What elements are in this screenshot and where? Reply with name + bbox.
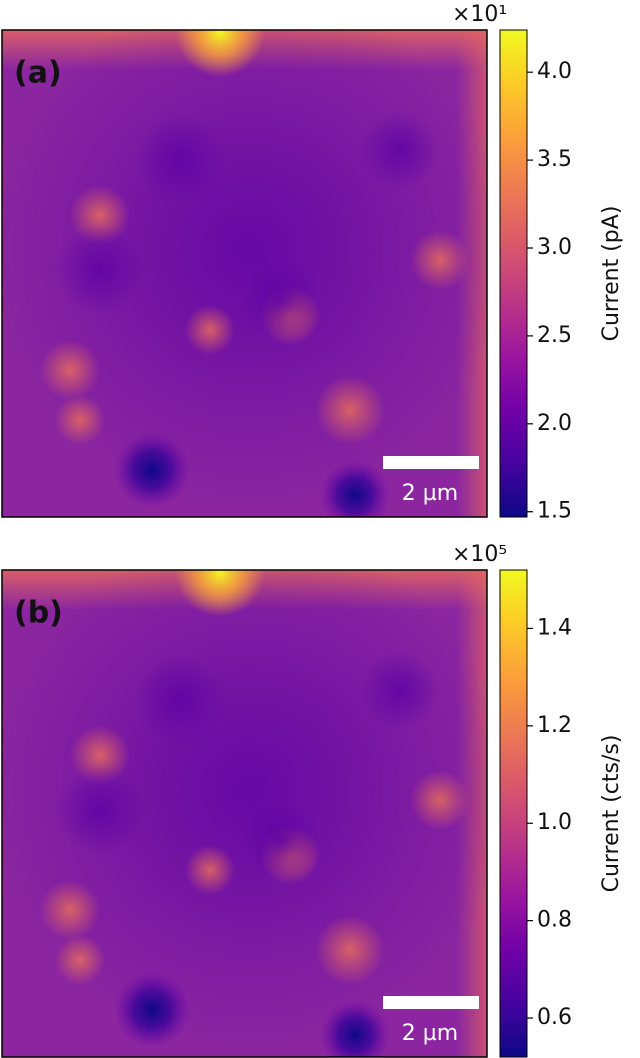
colorbar-label: Current (cts/s) (599, 735, 624, 893)
colorbar-tick-label: 1.0 (537, 810, 572, 835)
colorbar-tick-label: 3.5 (537, 147, 572, 172)
colorbar-offset: ×10⁵ (452, 542, 507, 567)
scale-bar-label: 2 µm (402, 481, 458, 506)
panel: (b) 2 µm 0.6 0.8 1.0 1.2 1.4 ×10⁵ Current (cts/s… (1, 542, 624, 1058)
heatmap-feature (410, 230, 470, 290)
heatmap-feature (320, 460, 390, 517)
scale-bar (383, 996, 479, 1009)
colorbar-tick-label: 0.6 (537, 1005, 572, 1030)
heatmap-feature (315, 375, 385, 445)
panel-label: (b) (14, 596, 63, 631)
colorbar-tick-label: 4.0 (537, 59, 572, 84)
colorbar (499, 569, 528, 1058)
heatmap-feature (185, 305, 235, 355)
colorbar-offset: ×10¹ (452, 2, 507, 27)
colorbar-tick-label: 1.4 (537, 615, 572, 640)
panel-label: (a) (14, 56, 62, 91)
heatmap-feature (185, 845, 235, 895)
colorbar-tick-label: 1.5 (537, 499, 572, 524)
heatmap-feature (135, 115, 225, 205)
heatmap-feature (114, 972, 190, 1048)
colorbar-tick-label: 0.8 (537, 908, 572, 933)
heatmap-feature (240, 260, 320, 340)
heatmap-feature (135, 655, 225, 745)
heatmap-image (2, 570, 487, 1057)
heatmap-feature (55, 395, 105, 445)
heatmap-feature (410, 770, 470, 830)
colorbar (499, 29, 528, 518)
heatmap-frame (1, 29, 488, 518)
panel: (a) 2 µm 1.5 2.0 2.5 3.0 3.5 4.0 ×10¹ Current (pA… (1, 2, 624, 524)
heatmap-feature (175, 30, 265, 77)
heatmap-feature (114, 432, 190, 508)
heatmap-feature (55, 765, 145, 855)
heatmap-feature (240, 800, 320, 880)
heatmap-feature (40, 340, 100, 400)
heatmap-image (2, 30, 487, 517)
colorbar-label: Current (pA) (599, 206, 624, 342)
colorbar-tick-label: 2.0 (537, 411, 572, 436)
heatmap-feature (175, 570, 265, 617)
heatmap-feature (315, 915, 385, 985)
scale-bar-label: 2 µm (402, 1021, 458, 1046)
scale-bar (383, 456, 479, 469)
heatmap-feature (360, 650, 440, 730)
heatmap-feature (55, 225, 145, 315)
heatmap-feature (40, 880, 100, 940)
colorbar-tick-label: 2.5 (537, 323, 572, 348)
colorbar-tick-label: 3.0 (537, 235, 572, 260)
heatmap-feature (320, 1000, 390, 1057)
heatmap-feature (360, 110, 440, 190)
heatmap-feature (55, 935, 105, 985)
colorbar-tick-label: 1.2 (537, 713, 572, 738)
heatmap-frame (1, 569, 488, 1058)
